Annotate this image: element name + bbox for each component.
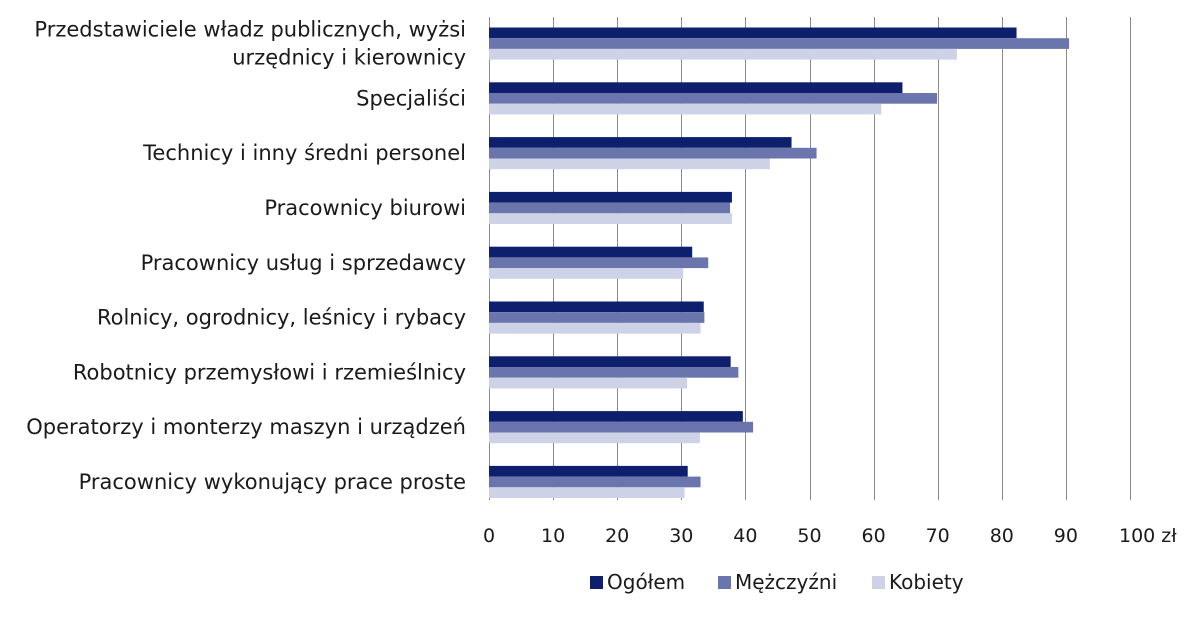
bars bbox=[489, 27, 1070, 498]
legend-item-mężczyźni: Mężczyźni bbox=[718, 570, 837, 594]
x-tick-label: 30 bbox=[669, 525, 693, 547]
category-label: Technicy i inny średni personel bbox=[142, 141, 466, 165]
category-label: Pracownicy biurowi bbox=[264, 196, 466, 220]
x-tick-label: 10 bbox=[541, 525, 565, 547]
x-tick-label: 80 bbox=[990, 525, 1014, 547]
bar-ogółem-0 bbox=[489, 27, 1017, 39]
category-label: Pracownicy wykonujący prace proste bbox=[79, 470, 466, 494]
bar-kobiety-0 bbox=[489, 48, 957, 60]
legend-label: Mężczyźni bbox=[735, 570, 837, 594]
bar-ogółem-4 bbox=[489, 246, 693, 258]
x-tick-label: 100 zł bbox=[1119, 525, 1177, 547]
category-labels: Przedstawiciele władz publicznych, wyżsi… bbox=[26, 18, 466, 494]
legend-item-ogółem: Ogółem bbox=[590, 570, 685, 594]
category-label: Pracownicy usług i sprzedawcy bbox=[141, 251, 466, 275]
x-tick-label: 40 bbox=[733, 525, 757, 547]
bar-ogółem-5 bbox=[489, 301, 704, 313]
bar-mężczyźni-2 bbox=[489, 147, 817, 159]
bar-kobiety-6 bbox=[489, 377, 688, 389]
bar-kobiety-1 bbox=[489, 103, 882, 115]
x-tick-label: 90 bbox=[1054, 525, 1078, 547]
legend: Ogółem Mężczyźni Kobiety bbox=[590, 570, 964, 594]
bar-ogółem-1 bbox=[489, 82, 903, 93]
category-label: Przedstawiciele władz publicznych, wyżsi… bbox=[34, 18, 466, 70]
bar-kobiety-2 bbox=[489, 158, 770, 170]
category-label: Operatorzy i monterzy maszyn i urządzeń bbox=[26, 415, 466, 439]
bar-mężczyźni-7 bbox=[489, 421, 754, 433]
bar-mężczyźni-1 bbox=[489, 93, 938, 104]
bar-ogółem-2 bbox=[489, 137, 792, 148]
bar-kobiety-3 bbox=[489, 213, 732, 224]
x-axis-tick-labels: 0 10 20 30 40 50 60 70 80 90 100 zł bbox=[483, 525, 1177, 547]
legend-swatch bbox=[872, 576, 885, 589]
legend-label: Kobiety bbox=[889, 570, 964, 594]
bar-mężczyźni-6 bbox=[489, 367, 739, 378]
legend-item-kobiety: Kobiety bbox=[872, 570, 964, 594]
x-tick-label: 60 bbox=[862, 525, 886, 547]
bar-kobiety-7 bbox=[489, 432, 700, 444]
bar-mężczyźni-8 bbox=[489, 476, 701, 488]
x-tick-label: 20 bbox=[605, 525, 629, 547]
category-label: Rolnicy, ogrodnicy, leśnicy i rybacy bbox=[97, 306, 466, 330]
bar-mężczyźni-5 bbox=[489, 312, 705, 323]
x-tick-label: 50 bbox=[797, 525, 821, 547]
bar-ogółem-8 bbox=[489, 465, 688, 477]
x-tick-label: 0 bbox=[483, 525, 495, 547]
bar-mężczyźni-3 bbox=[489, 202, 731, 214]
legend-swatch bbox=[590, 576, 603, 589]
category-label: Robotnicy przemysłowi i rzemieślnicy bbox=[73, 360, 466, 384]
x-tick-label: 70 bbox=[926, 525, 950, 547]
bar-kobiety-5 bbox=[489, 322, 701, 334]
bar-mężczyźni-0 bbox=[489, 38, 1070, 49]
bar-kobiety-8 bbox=[489, 487, 685, 498]
bar-kobiety-4 bbox=[489, 268, 684, 279]
bar-ogółem-6 bbox=[489, 356, 731, 367]
bar-ogółem-7 bbox=[489, 411, 743, 422]
category-label: Specjaliści bbox=[356, 86, 466, 110]
bar-ogółem-3 bbox=[489, 191, 732, 203]
legend-swatch bbox=[718, 576, 731, 589]
bar-mężczyźni-4 bbox=[489, 257, 709, 269]
legend-label: Ogółem bbox=[607, 570, 685, 594]
